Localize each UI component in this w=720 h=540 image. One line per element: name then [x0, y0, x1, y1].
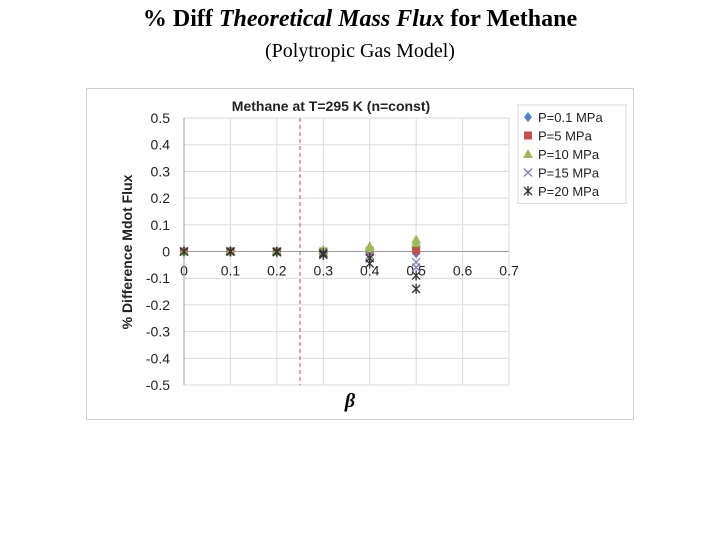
- legend-label: P=10 MPa: [538, 147, 600, 162]
- data-point: [411, 263, 421, 272]
- y-tick-label: 0.1: [151, 217, 171, 233]
- slide-title-italic: Theoretical Mass Flux: [218, 6, 445, 32]
- x-tick-label: 0.1: [221, 263, 241, 279]
- legend-label: P=15 MPa: [538, 166, 600, 181]
- x-tick-label: 0.3: [314, 263, 334, 279]
- data-point: [225, 246, 235, 257]
- y-tick-label: -0.1: [146, 270, 170, 286]
- y-tick-label: -0.2: [146, 297, 170, 313]
- legend-label: P=5 MPa: [538, 129, 593, 144]
- y-tick-label: 0.5: [151, 110, 171, 126]
- data-point: [179, 246, 189, 257]
- legend-label: P=20 MPa: [538, 184, 600, 199]
- slide-subtitle: (Polytropic Gas Model): [265, 40, 455, 62]
- y-tick-label: 0: [162, 244, 170, 260]
- data-point: [364, 241, 375, 251]
- axes: 0.50.40.30.20.10-0.1-0.2-0.3-0.4-0.500.1…: [146, 110, 519, 393]
- scatter-chart: 0.50.40.30.20.10-0.1-0.2-0.3-0.4-0.500.1…: [86, 88, 634, 420]
- data-point: [365, 258, 375, 269]
- data-point: [411, 283, 421, 294]
- data-point: [272, 247, 282, 258]
- chart-title: Methane at T=295 K (n=const): [232, 98, 430, 114]
- y-axis-label: % Difference Mdot Flux: [119, 174, 135, 329]
- data-point: [318, 249, 328, 260]
- legend: P=0.1 MPa P=5 MPa P=10 MPa P=15 MPa P=20 MPa: [517, 104, 627, 204]
- slide-title: % Diff Theoretical Mass Flux for Methane: [0, 6, 720, 33]
- y-tick-label: -0.3: [146, 324, 170, 340]
- data-point: [411, 234, 422, 244]
- x-tick-label: 0.5: [406, 263, 426, 279]
- legend-marker: [523, 149, 533, 158]
- legend-box: [517, 104, 627, 204]
- data-point: [411, 270, 421, 281]
- y-tick-label: -0.5: [146, 377, 170, 393]
- y-tick-label: 0.4: [151, 137, 171, 153]
- data-points: [179, 234, 422, 294]
- legend-marker: [523, 186, 533, 196]
- y-tick-label: 0.3: [151, 163, 171, 179]
- y-tick-label: 0.2: [151, 190, 171, 206]
- x-tick-label: 0.4: [360, 263, 380, 279]
- x-axis-label: β: [344, 390, 356, 412]
- x-tick-label: 0.6: [453, 263, 473, 279]
- legend-label: P=0.1 MPa: [538, 110, 603, 125]
- x-tick-label: 0.2: [267, 263, 287, 279]
- slide-title-suffix: for Methane: [444, 6, 578, 32]
- x-tick-label: 0.7: [499, 263, 519, 279]
- legend-marker: [524, 131, 532, 140]
- legend-marker: [524, 112, 532, 122]
- y-tick-label: -0.4: [146, 350, 170, 366]
- data-point: [412, 245, 421, 254]
- legend-marker: [523, 168, 533, 177]
- slide-title-prefix: % Diff: [142, 6, 219, 32]
